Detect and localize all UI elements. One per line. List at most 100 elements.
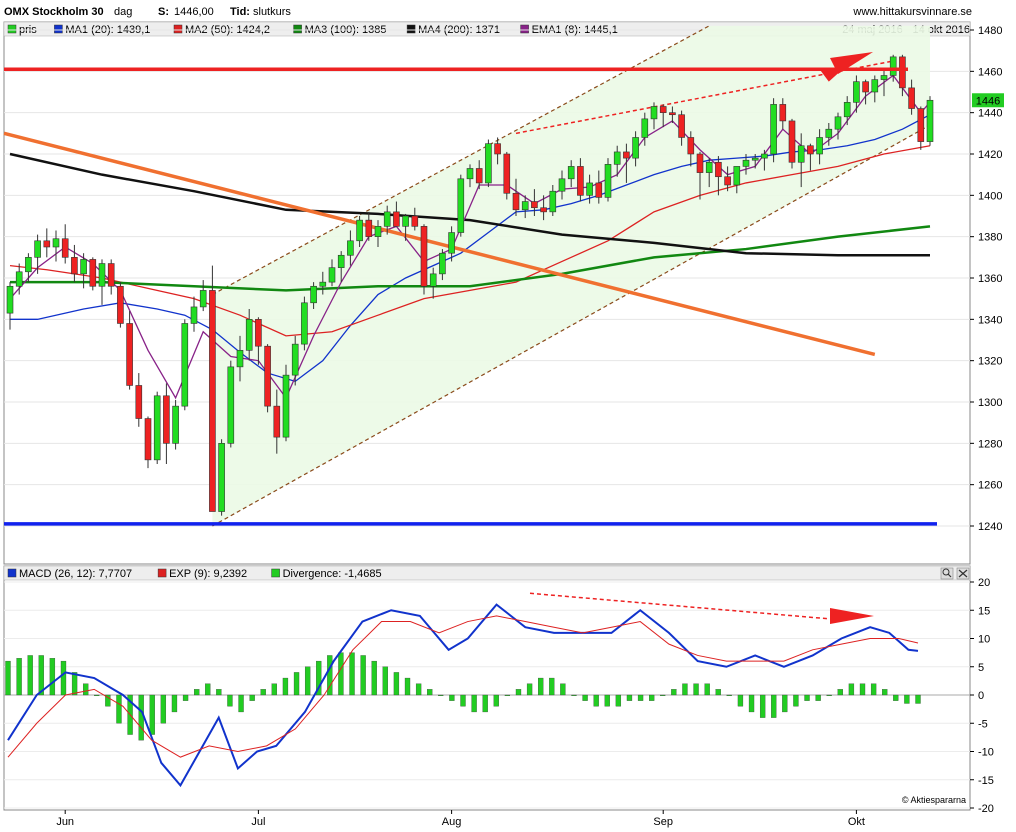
histogram-bar (471, 694, 477, 713)
histogram-bar (882, 689, 888, 696)
y-tick-label: 1240 (978, 521, 1002, 533)
downtrend-line (3, 131, 876, 357)
histogram-bar (482, 694, 488, 713)
histogram-bar (393, 672, 400, 696)
histogram-bar (316, 660, 322, 696)
candle-body (503, 153, 511, 194)
legend-swatch (173, 24, 183, 34)
candle-body (751, 157, 759, 161)
close-label: S: (158, 6, 169, 18)
histogram-bar (83, 683, 89, 696)
candle-body (448, 232, 455, 254)
histogram-bar (826, 694, 832, 696)
candle-body (310, 285, 317, 304)
candle-body (273, 405, 281, 438)
macd-panel (3, 565, 971, 811)
candle-body (227, 366, 235, 444)
y-tick-label: -10 (978, 747, 994, 759)
candle-body (521, 201, 529, 211)
macd-lines (7, 603, 919, 788)
y-tick-label: 20 (978, 577, 990, 589)
histogram-bar (293, 672, 300, 696)
series-line (9, 152, 930, 257)
zoom-icon[interactable] (940, 567, 954, 580)
histogram-bar (227, 694, 233, 707)
candle-body (586, 182, 593, 196)
candle-body (926, 99, 934, 142)
site-link[interactable]: www.hittakursvinnare.se (852, 6, 972, 18)
histogram-bar (593, 694, 599, 707)
histogram-bar (5, 660, 11, 696)
histogram-bar (338, 652, 344, 696)
legend-swatch (406, 24, 416, 34)
candle-body (153, 395, 161, 461)
candle-body (181, 323, 189, 407)
candle-body (255, 319, 262, 347)
close-value: 1446,00 (174, 6, 214, 18)
candle-body (402, 215, 409, 227)
macd-trend-annotations (529, 592, 874, 624)
candle-body (356, 219, 363, 242)
candle-body (144, 418, 152, 461)
histogram-bar (870, 683, 877, 696)
y-tick-label: 15 (978, 605, 990, 617)
y-tick-label: 1480 (978, 25, 1002, 37)
histogram-bar (238, 694, 244, 713)
histogram-bar (38, 655, 44, 696)
level-lines (4, 52, 937, 526)
close-icon[interactable] (956, 567, 970, 580)
histogram-bar (682, 683, 688, 696)
histogram-bar (649, 694, 655, 701)
x-tick-label: Sep (653, 816, 673, 828)
histogram-bar (759, 694, 766, 718)
candle-body (485, 143, 492, 184)
histogram-bar (194, 689, 200, 696)
candle-body (199, 290, 207, 308)
candle-body (604, 164, 612, 198)
histogram-bar (249, 694, 255, 701)
watermark: © Aktiespararna (902, 795, 966, 805)
x-tick-label: Jul (251, 816, 265, 828)
histogram-bar (360, 655, 366, 696)
candle-body (98, 263, 106, 287)
legend-swatch (271, 568, 280, 578)
candle-body (613, 151, 621, 165)
candle-body (889, 56, 897, 76)
candle-body (52, 238, 60, 248)
y-tick-label: 1300 (978, 397, 1002, 409)
price-y-axis: 1240 1260 1280 1300 1320 1340 1360 1380 1400 1420… (970, 25, 1002, 533)
histogram-bar (138, 694, 144, 741)
histogram-bar (349, 652, 355, 696)
candle-body (475, 168, 483, 184)
candle-body (365, 219, 373, 237)
candle-body (135, 385, 143, 419)
y-tick-label: 1380 (978, 232, 1002, 244)
candle-body (577, 166, 584, 196)
histogram-bar (604, 694, 610, 707)
histogram-bar (116, 694, 122, 724)
histogram-bar (449, 694, 455, 701)
candle-body (61, 238, 69, 258)
candle-body (816, 137, 823, 155)
y-tick-label: 1420 (978, 149, 1002, 161)
histogram-bar (737, 694, 744, 707)
histogram-bar (693, 683, 699, 696)
candle-body (531, 201, 538, 209)
histogram-bar (260, 689, 266, 696)
candle-body (209, 290, 216, 512)
candle-body (659, 106, 667, 113)
candle-body (705, 161, 713, 173)
y-tick-label: 1400 (978, 190, 1002, 202)
candle-body (439, 252, 446, 275)
candle-body (761, 153, 768, 159)
candle-body (347, 240, 354, 256)
candle-body (457, 178, 465, 233)
x-tick-label: Jun (56, 816, 74, 828)
red-trend-line (515, 60, 894, 135)
candle-body (218, 443, 225, 512)
histogram-bar (427, 689, 433, 696)
series-line (7, 615, 919, 758)
histogram-bar (549, 677, 555, 696)
candle-body (319, 281, 327, 287)
